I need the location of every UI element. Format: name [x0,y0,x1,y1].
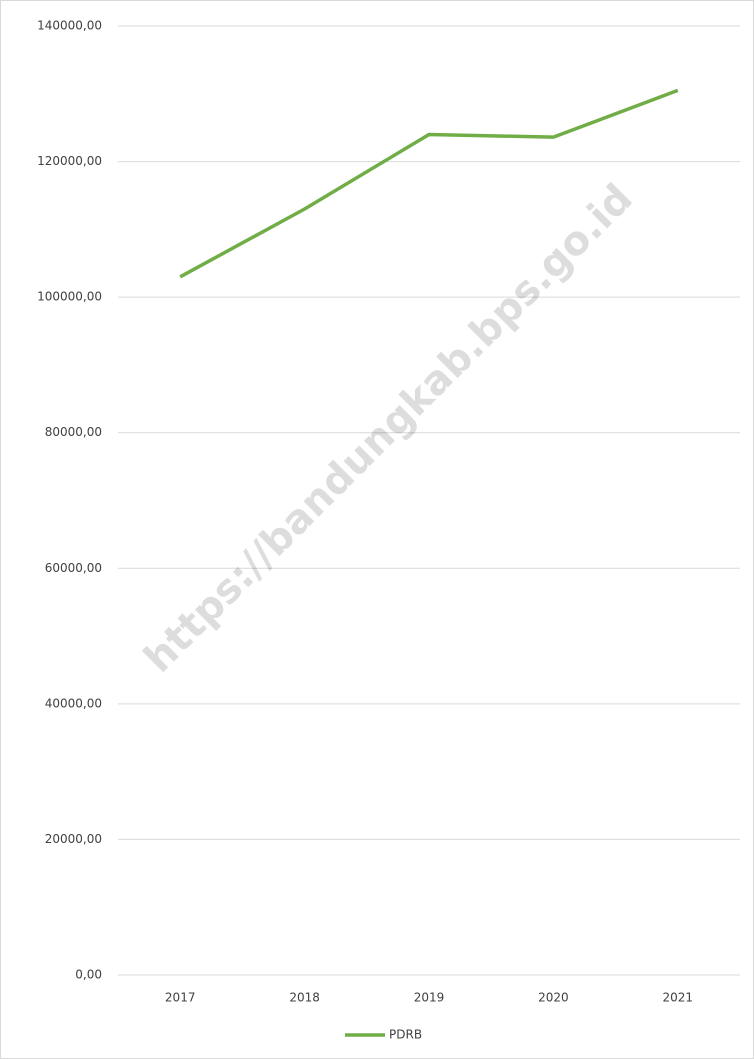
y-tick-label: 140000,00 [37,19,102,33]
y-tick-label: 120000,00 [37,154,102,168]
y-tick-label: 80000,00 [45,425,102,439]
y-tick-label: 40000,00 [45,696,102,710]
data-line [179,88,679,279]
y-tick-label: 0,00 [75,968,102,982]
y-tick-label: 60000,00 [45,561,102,575]
legend-label: PDRB [389,1028,422,1042]
x-tick-label: 2018 [289,991,320,1005]
x-tick-label: 2021 [663,991,694,1005]
y-tick-label: 100000,00 [37,290,102,304]
x-tick-label: 2020 [538,991,569,1005]
x-tick-label: 2019 [414,991,445,1005]
y-tick-label: 20000,00 [45,832,102,846]
x-tick-label: 2017 [165,991,196,1005]
